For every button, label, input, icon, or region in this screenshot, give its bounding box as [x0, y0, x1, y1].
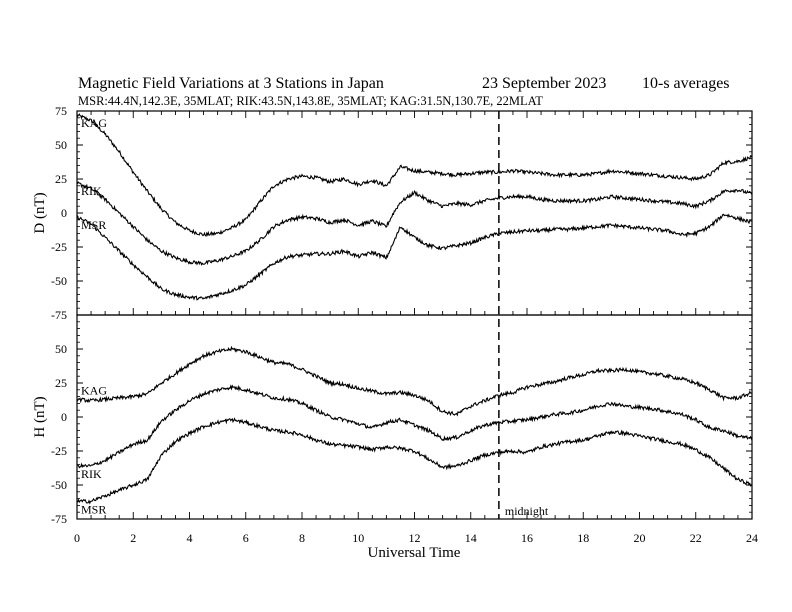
y-tick-label: 50	[55, 138, 67, 152]
h-axis-label: H (nT)	[32, 396, 48, 437]
y-tick-label: -25	[51, 444, 67, 458]
x-tick-label: 18	[577, 531, 589, 545]
station-label-kag: KAG	[81, 116, 107, 130]
x-tick-label: 20	[634, 531, 646, 545]
chart-averaging: 10-s averages	[642, 75, 730, 92]
station-label-kag: KAG	[81, 383, 107, 397]
station-coordinates: MSR:44.4N,142.3E, 35MLAT; RIK:43.5N,143.…	[78, 94, 543, 108]
y-tick-label: 0	[61, 206, 67, 220]
d-axis-label: D (nT)	[32, 192, 48, 233]
x-tick-label: 24	[746, 531, 758, 545]
x-tick-label: 6	[243, 531, 249, 545]
x-tick-label: 12	[409, 531, 421, 545]
series-line-h-kag	[76, 345, 753, 417]
y-tick-label: -50	[51, 274, 67, 288]
station-label-rik: RIK	[81, 467, 102, 481]
chart-date: 23 September 2023	[482, 75, 606, 92]
series-line-d-kag	[76, 113, 753, 237]
y-tick-label: -50	[51, 478, 67, 492]
y-tick-label: -75	[51, 308, 67, 322]
d-panel-frame	[76, 110, 753, 316]
station-labels: KAG RIK MSR KAG RIK MSR	[81, 116, 107, 516]
midnight-label: midnight	[505, 504, 549, 518]
station-label-rik: RIK	[81, 184, 102, 198]
x-tick-label: 14	[465, 531, 477, 545]
h-panel-frame	[76, 314, 753, 520]
x-axis-label: Universal Time	[368, 545, 461, 561]
x-tick-label: 0	[74, 531, 80, 545]
y-tick-label: -75	[51, 512, 67, 526]
x-tick-label: 22	[690, 531, 702, 545]
y-tick-label: 25	[55, 172, 67, 186]
x-tick-label: 2	[130, 531, 136, 545]
chart-title: Magnetic Field Variations at 3 Stations …	[78, 75, 384, 92]
series-line-d-rik	[76, 181, 753, 266]
x-tick-label: 4	[187, 531, 193, 545]
series-line-d-msr	[76, 213, 752, 301]
y-tick-label: 0	[61, 410, 67, 424]
series-line-h-msr	[76, 417, 753, 505]
x-tick-label: 8	[299, 531, 305, 545]
y-tick-label: -25	[51, 240, 67, 254]
y-tick-label: 25	[55, 376, 67, 390]
x-tick-label: 10	[352, 531, 364, 545]
series-layer	[76, 113, 753, 505]
station-label-msr: MSR	[81, 502, 106, 516]
x-tick-label: 16	[521, 531, 533, 545]
station-label-msr: MSR	[81, 218, 106, 232]
series-line-h-rik	[76, 384, 753, 469]
y-tick-label: 50	[55, 342, 67, 356]
y-tick-label: 75	[55, 104, 67, 118]
